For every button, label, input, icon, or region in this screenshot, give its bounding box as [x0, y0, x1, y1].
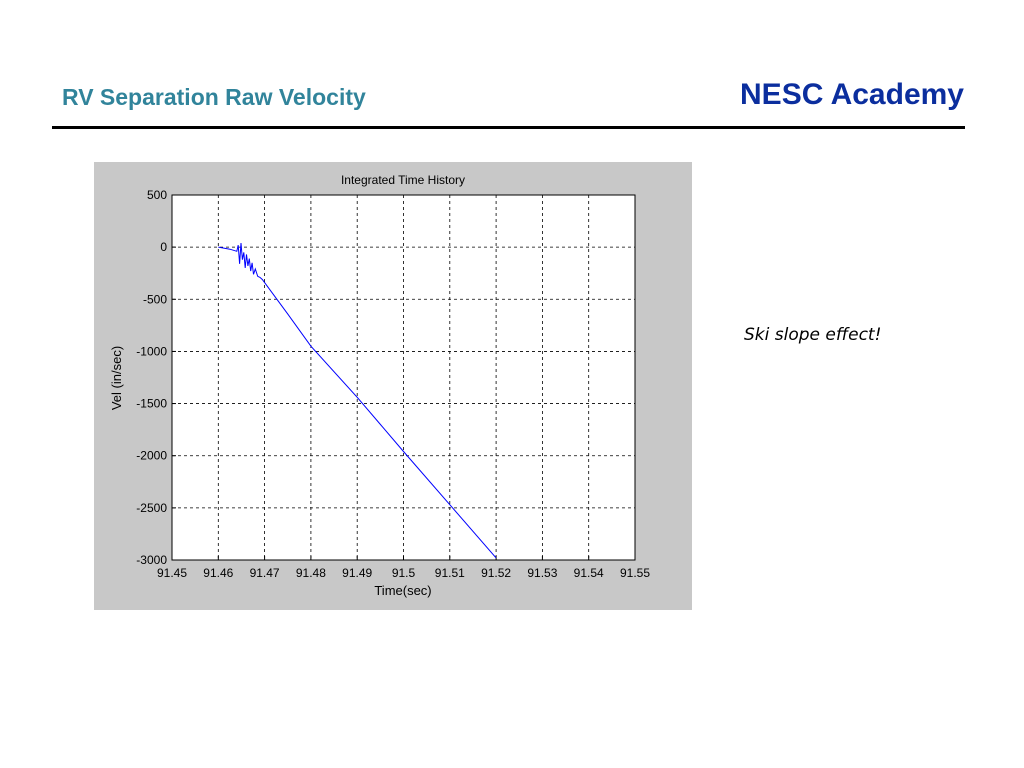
y-tick-label: -500 [143, 292, 167, 306]
y-tick-label: 0 [160, 240, 167, 254]
x-tick-label: 91.5 [392, 566, 416, 580]
y-tick-label: -1500 [136, 397, 167, 411]
y-tick-label: -3000 [136, 553, 167, 567]
grid-lines [172, 195, 635, 560]
x-tick-label: 91.51 [435, 566, 465, 580]
y-tick-label: -2000 [136, 449, 167, 463]
x-tick-label: 91.52 [481, 566, 511, 580]
axis-ticks: 91.45 91.46 91.47 91.48 91.49 91.5 91.51 91.52 9… [136, 188, 650, 580]
y-tick-label: -2500 [136, 501, 167, 515]
slide-title: RV Separation Raw Velocity [62, 84, 366, 110]
chart-svg: 91.45 91.46 91.47 91.48 91.49 91.5 91.51 91.52 9… [109, 173, 650, 598]
x-tick-label: 91.53 [527, 566, 557, 580]
y-tick-label: 500 [147, 188, 167, 202]
chart-figure: 91.45 91.46 91.47 91.48 91.49 91.5 91.51 91.52 9… [94, 162, 692, 610]
title-divider [52, 126, 965, 129]
x-tick-label: 91.45 [157, 566, 187, 580]
series-line [218, 242, 497, 559]
x-tick-label: 91.55 [620, 566, 650, 580]
y-axis-label: Vel (in/sec) [109, 346, 124, 410]
x-axis-label: Time(sec) [374, 583, 431, 598]
x-tick-label: 91.46 [203, 566, 233, 580]
x-tick-label: 91.49 [342, 566, 372, 580]
x-tick-label: 91.48 [296, 566, 326, 580]
chart-title: Integrated Time History [341, 173, 465, 187]
y-tick-label: -1000 [136, 344, 167, 358]
x-tick-label: 91.54 [574, 566, 604, 580]
x-tick-label: 91.47 [250, 566, 280, 580]
series-group [218, 242, 497, 559]
annotation-note: Ski slope effect! [744, 325, 882, 345]
brand-logo-text: NESC Academy [740, 78, 964, 111]
